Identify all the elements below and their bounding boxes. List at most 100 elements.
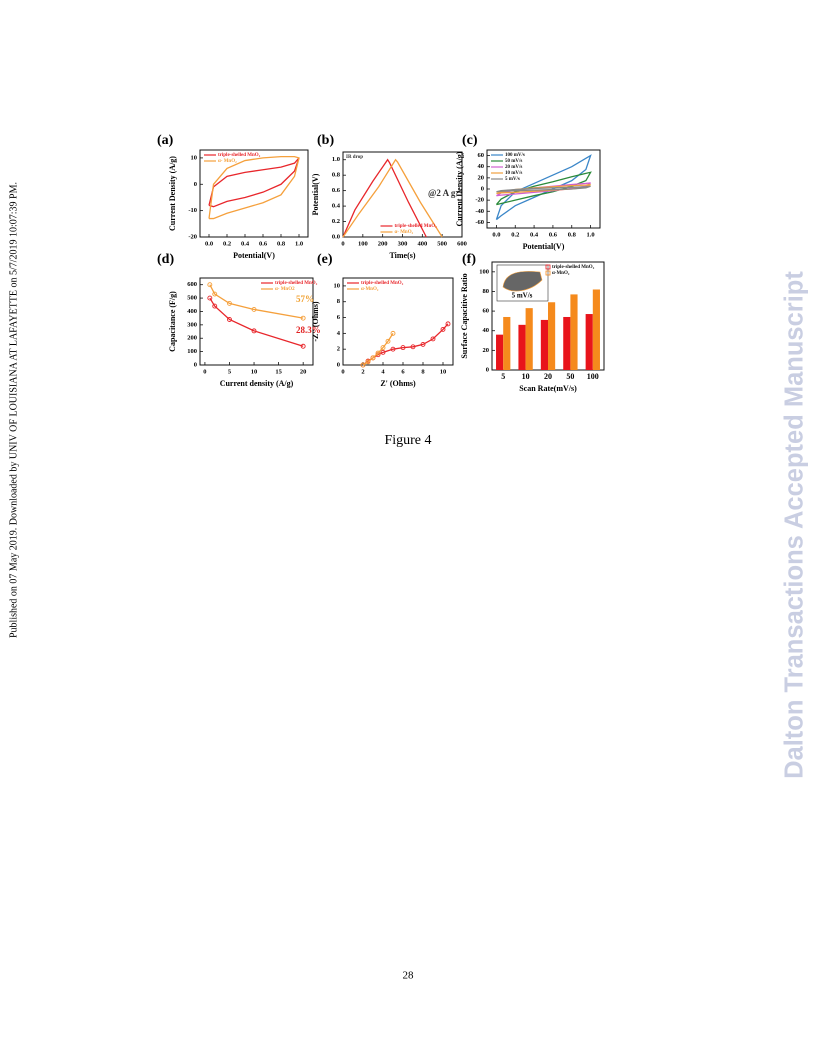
data-point	[380, 349, 386, 355]
legend-label: α- MnO₂	[218, 159, 237, 164]
data-point	[390, 330, 396, 336]
panel-label: (b)	[317, 133, 334, 148]
x-tick-label: 15	[275, 368, 282, 375]
x-tick-label: 0.4	[530, 231, 539, 238]
data-point	[380, 345, 386, 351]
y-tick-label: 500	[187, 295, 197, 302]
x-tick-label: 500	[437, 240, 447, 247]
series-line	[342, 158, 443, 238]
y-tick-label: 0.2	[332, 218, 340, 225]
data-point	[410, 344, 416, 350]
legend-label: triple-shelled MnO₂	[552, 265, 595, 270]
data-point	[390, 346, 396, 352]
sidebar: Published on 07 May 2019. Downloaded by …	[8, 182, 19, 638]
y-tick-label: 4	[337, 330, 341, 337]
y-tick-label: 200	[187, 335, 197, 342]
legend-label: α- MnO2	[275, 287, 295, 292]
series-line	[209, 297, 304, 347]
legend-swatch	[545, 270, 551, 276]
y-tick-label: 40	[478, 163, 485, 170]
x-tick-label: 50	[566, 372, 574, 381]
series-line	[362, 333, 394, 366]
bar	[503, 316, 511, 370]
data-point	[400, 345, 406, 351]
panel-label: (d)	[157, 252, 174, 267]
y-tick-label: 0	[194, 181, 197, 188]
data-point	[360, 362, 366, 368]
x-tick-label: 0.8	[277, 240, 286, 247]
legend-label: 20 mV/s	[505, 165, 522, 170]
legend-label: triple-shelled MnO₂	[218, 153, 261, 158]
inset-cv-shape	[502, 271, 543, 292]
x-tick-label: 0.8	[568, 231, 577, 238]
y-tick-label: 600	[187, 281, 197, 288]
y-axis-label: -Z'' (Ohms)	[311, 301, 320, 342]
x-tick-label: 20	[544, 372, 552, 381]
figure	[496, 264, 549, 302]
bar	[563, 316, 571, 370]
series-line	[208, 155, 300, 220]
data-point	[365, 359, 371, 365]
bar	[518, 324, 526, 370]
x-tick-label: 10	[440, 368, 447, 375]
bar	[496, 334, 504, 370]
y-tick-label: 20	[478, 174, 485, 181]
x-tick-label: 0	[341, 240, 344, 247]
y-tick-label: 0.6	[332, 187, 341, 194]
y-tick-label: -20	[188, 233, 197, 240]
panel-label: (e)	[317, 252, 333, 267]
annotation: @2 A g⁻¹	[428, 188, 463, 198]
series-line	[496, 185, 591, 193]
x-tick-label: 4	[381, 368, 385, 375]
y-tick-label: 100	[187, 348, 197, 355]
data-point	[300, 343, 306, 349]
bar	[585, 314, 593, 370]
x-tick-label: 0.2	[511, 231, 519, 238]
x-tick-label: 300	[398, 240, 408, 247]
legend-label: α-MnO₂	[361, 287, 379, 292]
x-tick-label: 5	[501, 372, 505, 381]
y-axis-label: Current Density (A/g)	[455, 151, 464, 226]
legend-label: triple-shelled MnO₂	[361, 281, 404, 286]
data-point	[375, 350, 381, 356]
y-tick-label: 60	[478, 152, 485, 159]
legend-label: 5 mV/s	[505, 177, 520, 182]
series-line	[209, 284, 304, 319]
x-tick-label: 0.2	[223, 240, 231, 247]
data-point	[212, 291, 218, 297]
y-axis-label: Surface Capacitive Ratio	[460, 273, 469, 358]
plot-frame	[199, 149, 309, 238]
data-point	[385, 338, 391, 344]
y-tick-label: 10	[334, 282, 341, 289]
x-tick-label: 6	[401, 368, 405, 375]
y-tick-label: -40	[475, 208, 484, 215]
legend-label: triple-shelled MnO₂	[275, 281, 318, 286]
x-tick-label: 0.6	[259, 240, 268, 247]
y-tick-label: 0	[486, 366, 489, 373]
data-point	[227, 300, 232, 306]
data-point	[207, 295, 213, 301]
x-tick-label: 2	[361, 368, 364, 375]
x-tick-label: 8	[421, 368, 425, 375]
x-tick-label: 10	[251, 368, 258, 375]
x-tick-label: 100	[358, 240, 368, 247]
annotation: IR drop	[346, 155, 363, 160]
x-axis-label: Time(s)	[389, 251, 415, 260]
y-axis-label: Capacitance (F/g)	[168, 291, 177, 352]
x-tick-label: 0	[341, 368, 344, 375]
x-tick-label: 400	[417, 240, 427, 247]
x-tick-label: 600	[457, 240, 467, 247]
x-tick-label: 0.0	[205, 240, 213, 247]
watermark: Dalton Transactions Accepted Manuscript	[781, 271, 809, 779]
annotation: 28.3%	[296, 325, 321, 335]
y-tick-label: 0	[337, 361, 340, 368]
legend-label: 10 mV/s	[505, 171, 522, 176]
legend-label: 50 mV/s	[505, 159, 522, 164]
y-tick-label: 100	[479, 268, 489, 275]
x-tick-label: 0.6	[549, 231, 558, 238]
panel-label: (a)	[157, 133, 174, 148]
legend-swatch	[545, 264, 551, 270]
x-tick-label: 20	[300, 368, 307, 375]
plot-frame	[199, 277, 314, 366]
